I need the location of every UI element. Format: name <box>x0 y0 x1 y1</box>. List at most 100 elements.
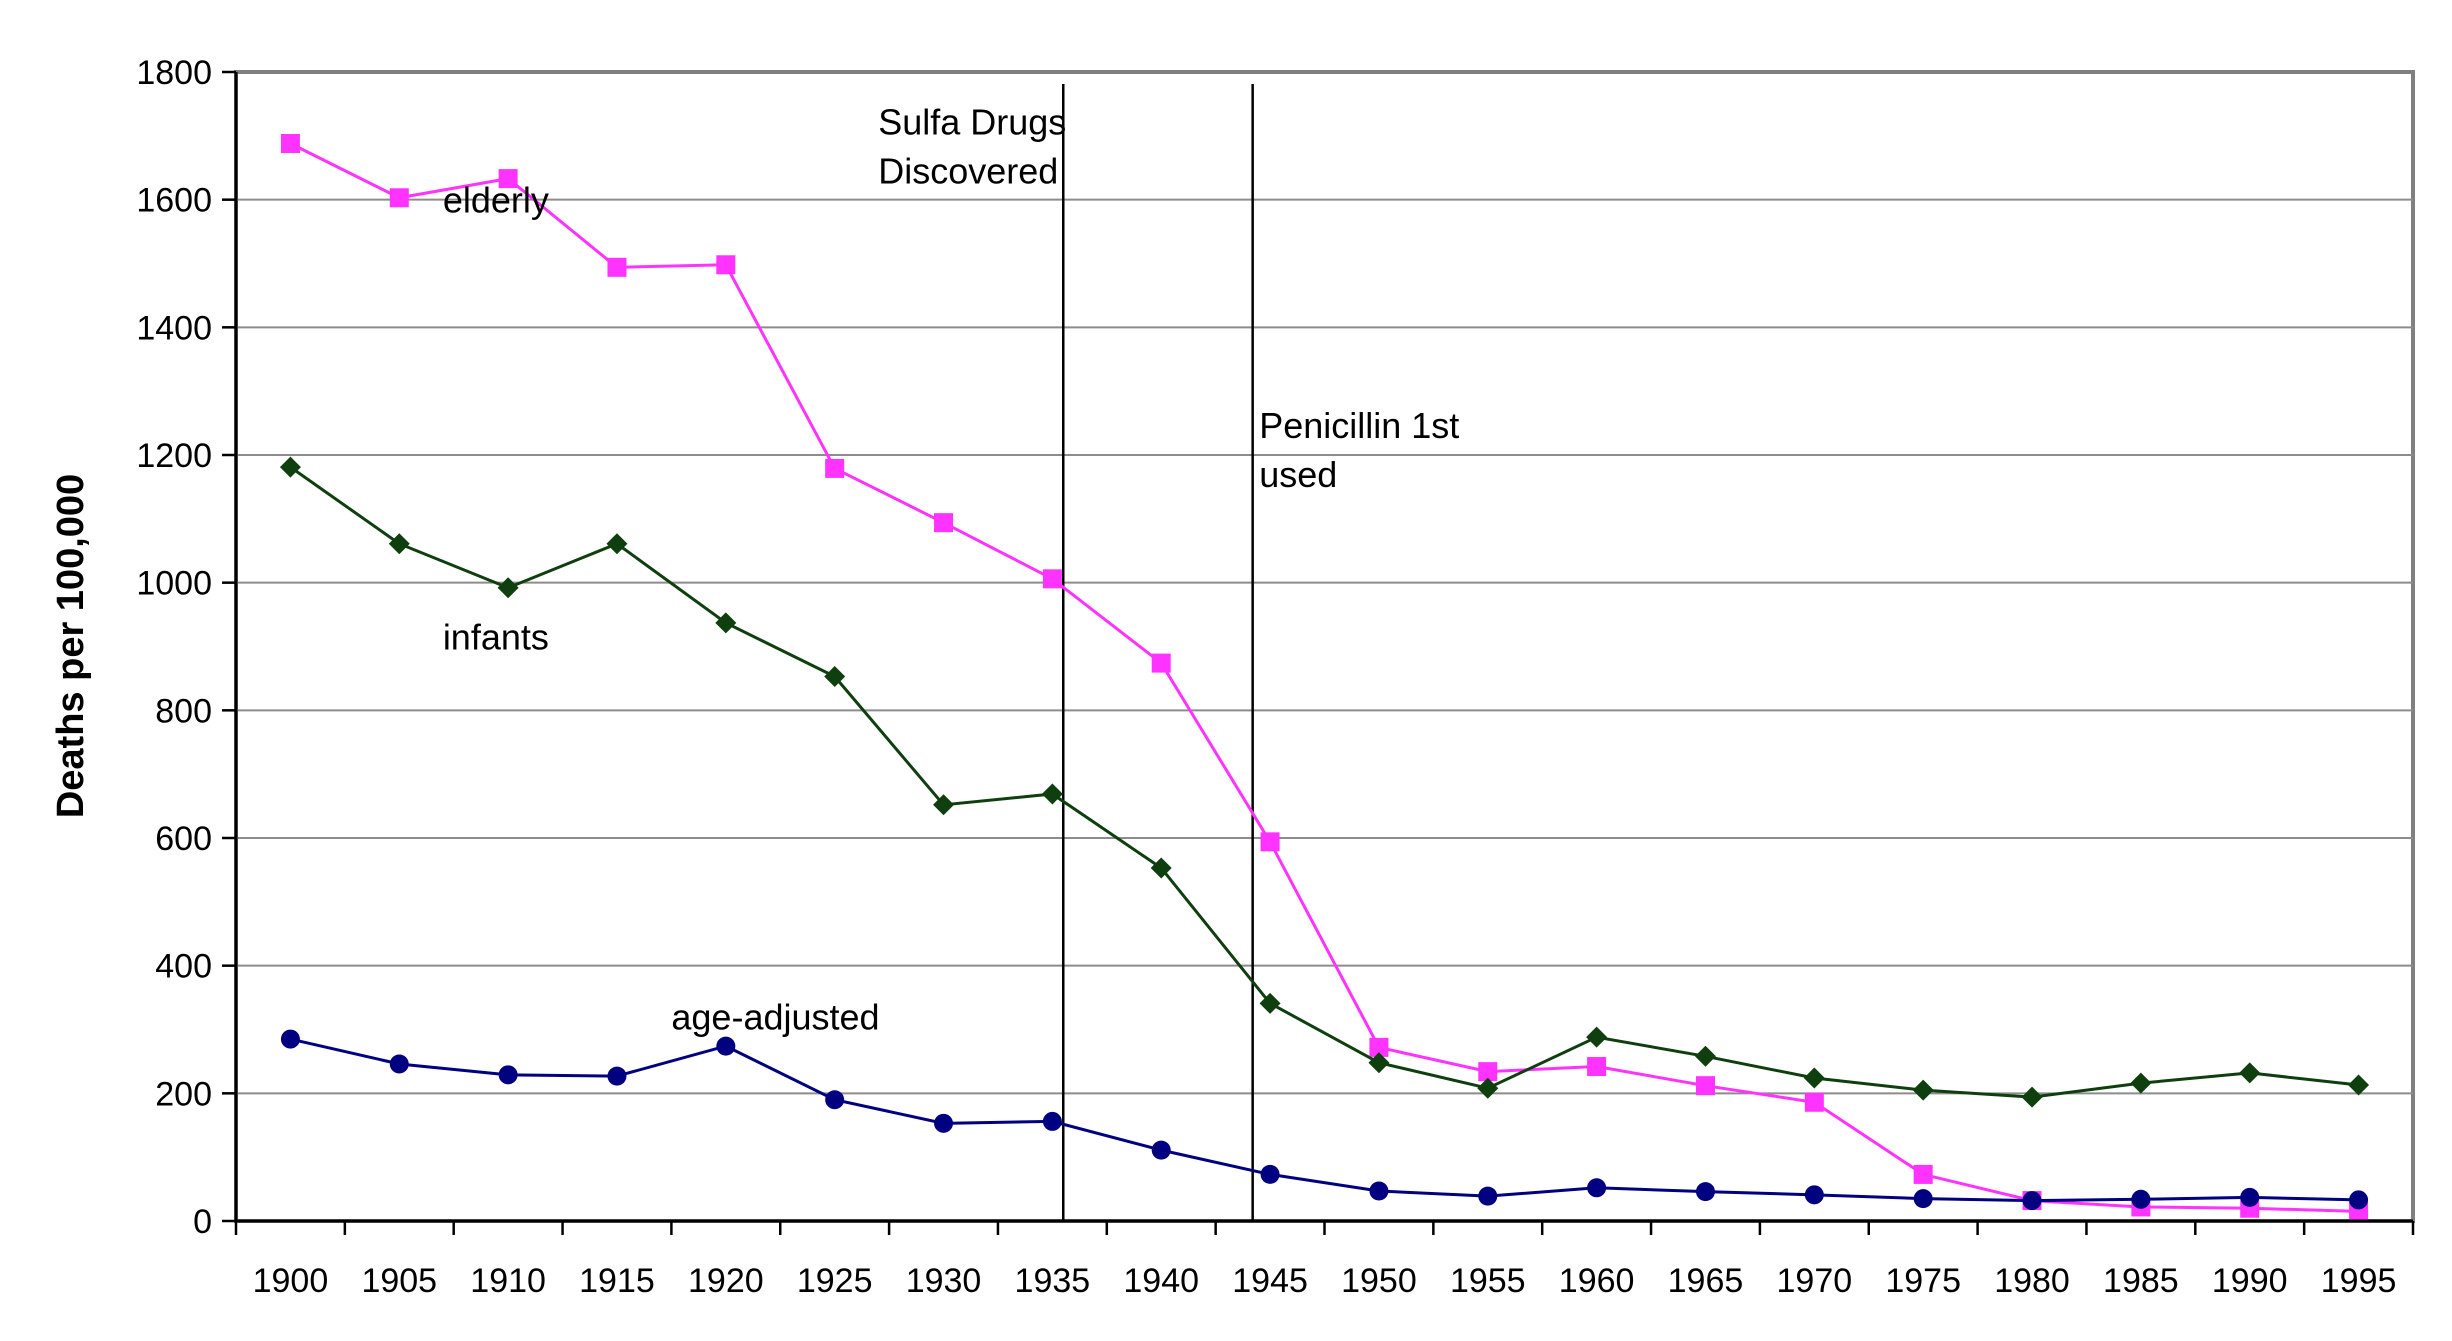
data-point-age-adjusted <box>1695 1182 1715 1202</box>
x-tick-label: 1920 <box>688 1262 764 1300</box>
data-point-infants <box>2348 1074 2370 1096</box>
data-point-elderly <box>1042 569 1062 589</box>
y-tick-label: 800 <box>155 692 212 730</box>
data-point-elderly <box>607 257 627 277</box>
data-point-elderly <box>716 255 736 275</box>
data-point-infants <box>1150 857 1172 879</box>
data-point-age-adjusted <box>934 1113 954 1133</box>
data-point-elderly <box>1804 1092 1824 1112</box>
data-point-infants <box>2021 1086 2043 1108</box>
series-line-elderly <box>289 142 2359 1213</box>
annotations: Sulfa Drugs Discovered Penicillin 1st used <box>878 84 1459 1221</box>
data-point-age-adjusted <box>2022 1191 2042 1211</box>
data-point-infants <box>715 612 737 634</box>
data-point-elderly <box>389 188 409 208</box>
data-point-age-adjusted <box>1042 1111 1062 1131</box>
y-tick-label: 1600 <box>136 182 212 220</box>
data-point-elderly <box>825 458 845 478</box>
axes: 0 200 400 600 800 1000 1200 1400 1600 1800 1900 190… <box>136 54 2415 1300</box>
series: elderly infants age-adjusted <box>279 133 2370 1221</box>
y-tick-label: 1200 <box>136 437 212 475</box>
x-tick-label: 1975 <box>1885 1262 1961 1300</box>
data-point-age-adjusted <box>2131 1189 2151 1209</box>
x-tick-label: 1965 <box>1668 1262 1744 1300</box>
data-point-age-adjusted <box>1587 1178 1607 1198</box>
data-point-elderly <box>934 513 954 533</box>
data-point-elderly <box>1478 1062 1498 1082</box>
data-point-infants <box>1259 992 1281 1014</box>
data-point-elderly <box>1587 1057 1607 1077</box>
data-point-infants <box>606 533 628 555</box>
data-point-age-adjusted <box>825 1090 845 1110</box>
data-point-elderly <box>1369 1037 1389 1057</box>
x-tick-label: 1995 <box>2321 1262 2397 1300</box>
x-tick-label: 1940 <box>1123 1262 1199 1300</box>
x-tick-label: 1960 <box>1559 1262 1635 1300</box>
data-point-infants <box>1586 1026 1608 1048</box>
plot-area-frame <box>234 70 2415 1223</box>
data-point-infants <box>1694 1045 1716 1067</box>
data-point-age-adjusted <box>716 1036 736 1056</box>
x-tick-label: 1915 <box>579 1262 655 1300</box>
y-tick-label: 0 <box>193 1203 212 1241</box>
data-point-infants <box>933 794 955 816</box>
data-point-infants <box>2130 1072 2152 1094</box>
data-point-age-adjusted <box>280 1029 300 1049</box>
data-point-age-adjusted <box>2349 1190 2369 1210</box>
y-tick-label: 600 <box>155 820 212 858</box>
data-point-age-adjusted <box>1151 1140 1171 1160</box>
series-label: age-adjusted <box>671 997 879 1038</box>
data-point-infants <box>824 666 846 688</box>
data-point-age-adjusted <box>1260 1164 1280 1184</box>
x-tick-label: 1970 <box>1777 1262 1853 1300</box>
data-point-age-adjusted <box>607 1066 627 1086</box>
annotation-label: Penicillin 1st <box>1259 405 1459 446</box>
annotation-label: used <box>1259 454 1337 495</box>
data-point-infants <box>497 577 519 599</box>
data-point-elderly <box>1151 653 1171 673</box>
grid-lines <box>236 198 2413 1095</box>
annotation-label: Sulfa Drugs <box>878 102 1066 143</box>
x-tick-label: 1935 <box>1015 1262 1091 1300</box>
data-point-infants <box>1477 1077 1499 1099</box>
data-point-infants <box>279 456 301 478</box>
series-label: infants <box>443 617 549 658</box>
data-point-infants <box>2239 1062 2261 1084</box>
y-tick-label: 1000 <box>136 565 212 603</box>
data-point-elderly <box>280 133 300 153</box>
y-tick-label: 200 <box>155 1075 212 1113</box>
x-tick-label: 1990 <box>2212 1262 2288 1300</box>
series-label: elderly <box>443 179 549 220</box>
x-tick-label: 1930 <box>906 1262 982 1300</box>
data-point-age-adjusted <box>1913 1189 1933 1209</box>
data-point-age-adjusted <box>498 1065 518 1085</box>
data-point-age-adjusted <box>1804 1185 1824 1205</box>
x-tick-label: 1985 <box>2103 1262 2179 1300</box>
x-tick-label: 1980 <box>1994 1262 2070 1300</box>
y-tick-label: 400 <box>155 948 212 986</box>
data-point-elderly <box>1260 832 1280 852</box>
y-tick-label: 1800 <box>136 54 212 92</box>
x-tick-label: 1945 <box>1232 1262 1308 1300</box>
data-point-age-adjusted <box>1478 1186 1498 1206</box>
data-point-age-adjusted <box>2240 1187 2260 1207</box>
annotation-label: Discovered <box>878 151 1058 192</box>
data-point-infants <box>1803 1067 1825 1089</box>
data-point-elderly <box>498 169 518 189</box>
data-point-infants <box>1041 783 1063 805</box>
y-tick-label: 1400 <box>136 309 212 347</box>
series-line-infants <box>289 465 2359 1099</box>
data-point-elderly <box>1695 1076 1715 1096</box>
x-tick-label: 1950 <box>1341 1262 1417 1300</box>
data-point-age-adjusted <box>389 1054 409 1074</box>
data-point-infants <box>1912 1079 1934 1101</box>
y-axis-title: Deaths per 100,000 <box>50 474 92 818</box>
x-tick-label: 1910 <box>470 1262 546 1300</box>
x-tick-label: 1900 <box>253 1262 329 1300</box>
x-tick-label: 1905 <box>361 1262 437 1300</box>
series-line-age-adjusted <box>290 1037 2359 1203</box>
data-point-age-adjusted <box>1369 1181 1389 1201</box>
data-point-infants <box>1368 1052 1390 1074</box>
